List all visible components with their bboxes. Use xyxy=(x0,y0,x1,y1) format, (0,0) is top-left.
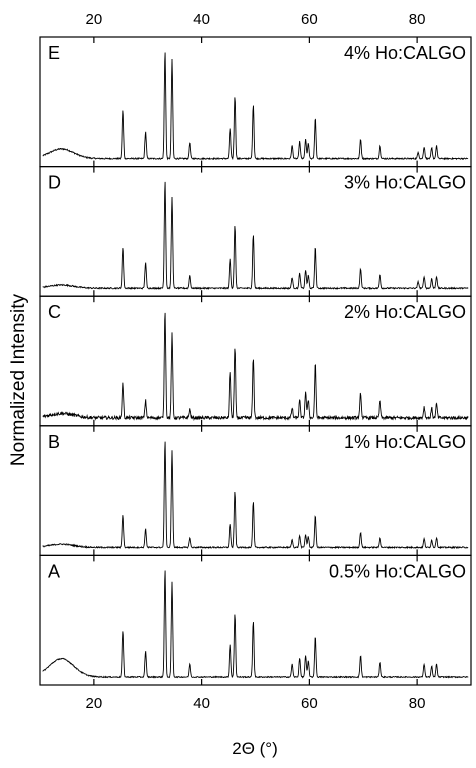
spectrum-line xyxy=(42,181,469,291)
x-tick-label-bottom: 40 xyxy=(193,695,210,712)
panel-label: 4% Ho:CALGO xyxy=(344,43,466,63)
panel-E: E 4% Ho:CALGO xyxy=(39,36,472,168)
y-axis-title: Normalized Intensity xyxy=(8,293,29,466)
panel-letter: C xyxy=(48,302,61,322)
x-axis-title: 2Θ (°) xyxy=(232,739,278,758)
panel-letter: E xyxy=(48,43,60,63)
panel-letter: A xyxy=(48,561,60,581)
spectrum-line xyxy=(42,570,469,679)
x-tick-label-top: 20 xyxy=(86,11,103,28)
x-tick-label-top: 60 xyxy=(301,11,318,28)
panel-A: A 0.5% Ho:CALGO xyxy=(39,554,472,686)
y-axis-title-svg: Normalized Intensity xyxy=(8,293,29,466)
panel-frame xyxy=(39,554,472,686)
spectrum-line xyxy=(42,52,469,161)
panel-label: 2% Ho:CALGO xyxy=(344,302,466,322)
x-tick-label-bottom: 60 xyxy=(301,695,318,712)
top-tick-labels: 20 40 60 80 xyxy=(86,11,426,28)
bottom-tick-labels: 20 40 60 80 xyxy=(86,695,426,712)
panel-label: 3% Ho:CALGO xyxy=(344,173,466,193)
spectrum-line xyxy=(42,441,469,550)
x-tick-label-top: 80 xyxy=(409,11,426,28)
x-tick-label-bottom: 20 xyxy=(86,695,103,712)
x-tick-label-top: 40 xyxy=(193,11,210,28)
y-axis-title-wrap: Normalized Intensity xyxy=(2,30,32,730)
panel-C: C 2% Ho:CALGO xyxy=(39,295,472,427)
panel-label: 1% Ho:CALGO xyxy=(344,432,466,452)
panel-letter: B xyxy=(48,432,60,452)
spectrum-line xyxy=(42,312,469,422)
panel-letter: D xyxy=(48,173,61,193)
panel-D: D 3% Ho:CALGO xyxy=(39,166,472,297)
x-tick-label-bottom: 80 xyxy=(409,695,426,712)
panels-group: E 4% Ho:CALGO D 3% Ho:CALGO C 2% Ho:CALGO B 1% … xyxy=(39,36,472,686)
panel-B: B 1% Ho:CALGO xyxy=(39,425,472,556)
panel-label: 0.5% Ho:CALGO xyxy=(329,561,466,581)
